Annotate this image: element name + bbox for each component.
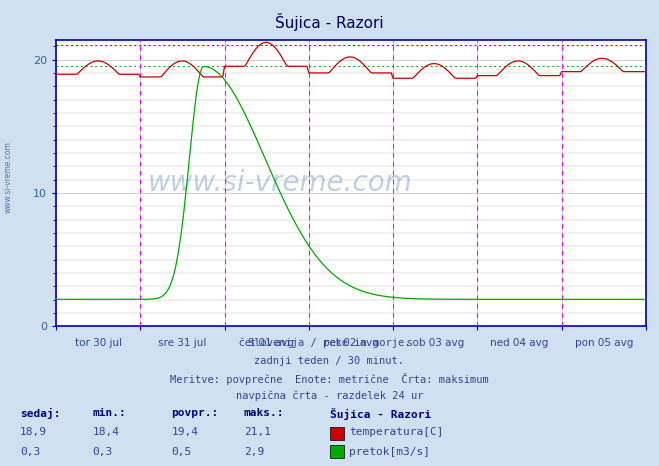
Text: 18,4: 18,4	[92, 427, 119, 437]
Text: 0,3: 0,3	[20, 447, 40, 457]
Text: sob 03 avg: sob 03 avg	[407, 338, 464, 348]
Text: 0,5: 0,5	[171, 447, 192, 457]
Text: Slovenija / reke in morje.: Slovenija / reke in morje.	[248, 338, 411, 348]
Text: sedaj:: sedaj:	[20, 408, 60, 419]
Text: pretok[m3/s]: pretok[m3/s]	[349, 447, 430, 457]
Text: pon 05 avg: pon 05 avg	[575, 338, 633, 348]
Text: navpična črta - razdelek 24 ur: navpična črta - razdelek 24 ur	[236, 391, 423, 402]
Text: pet 02 avg: pet 02 avg	[323, 338, 379, 348]
Text: 18,9: 18,9	[20, 427, 47, 437]
Text: www.si-vreme.com: www.si-vreme.com	[3, 141, 13, 213]
Text: Šujica - Razori: Šujica - Razori	[275, 13, 384, 31]
Text: 2,9: 2,9	[244, 447, 264, 457]
Text: 21,1: 21,1	[244, 427, 271, 437]
Text: povpr.:: povpr.:	[171, 408, 219, 418]
Text: zadnji teden / 30 minut.: zadnji teden / 30 minut.	[254, 356, 405, 365]
Text: sre 31 jul: sre 31 jul	[158, 338, 206, 348]
Text: čet 01 avg: čet 01 avg	[239, 338, 294, 348]
Text: temperatura[C]: temperatura[C]	[349, 427, 444, 437]
Text: tor 30 jul: tor 30 jul	[74, 338, 122, 348]
Text: min.:: min.:	[92, 408, 126, 418]
Text: www.si-vreme.com: www.si-vreme.com	[148, 169, 413, 197]
Text: ned 04 avg: ned 04 avg	[490, 338, 549, 348]
Text: Šujica - Razori: Šujica - Razori	[330, 408, 431, 420]
Text: Meritve: povprečne  Enote: metrične  Črta: maksimum: Meritve: povprečne Enote: metrične Črta:…	[170, 373, 489, 385]
Text: 0,3: 0,3	[92, 447, 113, 457]
Text: 19,4: 19,4	[171, 427, 198, 437]
Text: maks.:: maks.:	[244, 408, 284, 418]
